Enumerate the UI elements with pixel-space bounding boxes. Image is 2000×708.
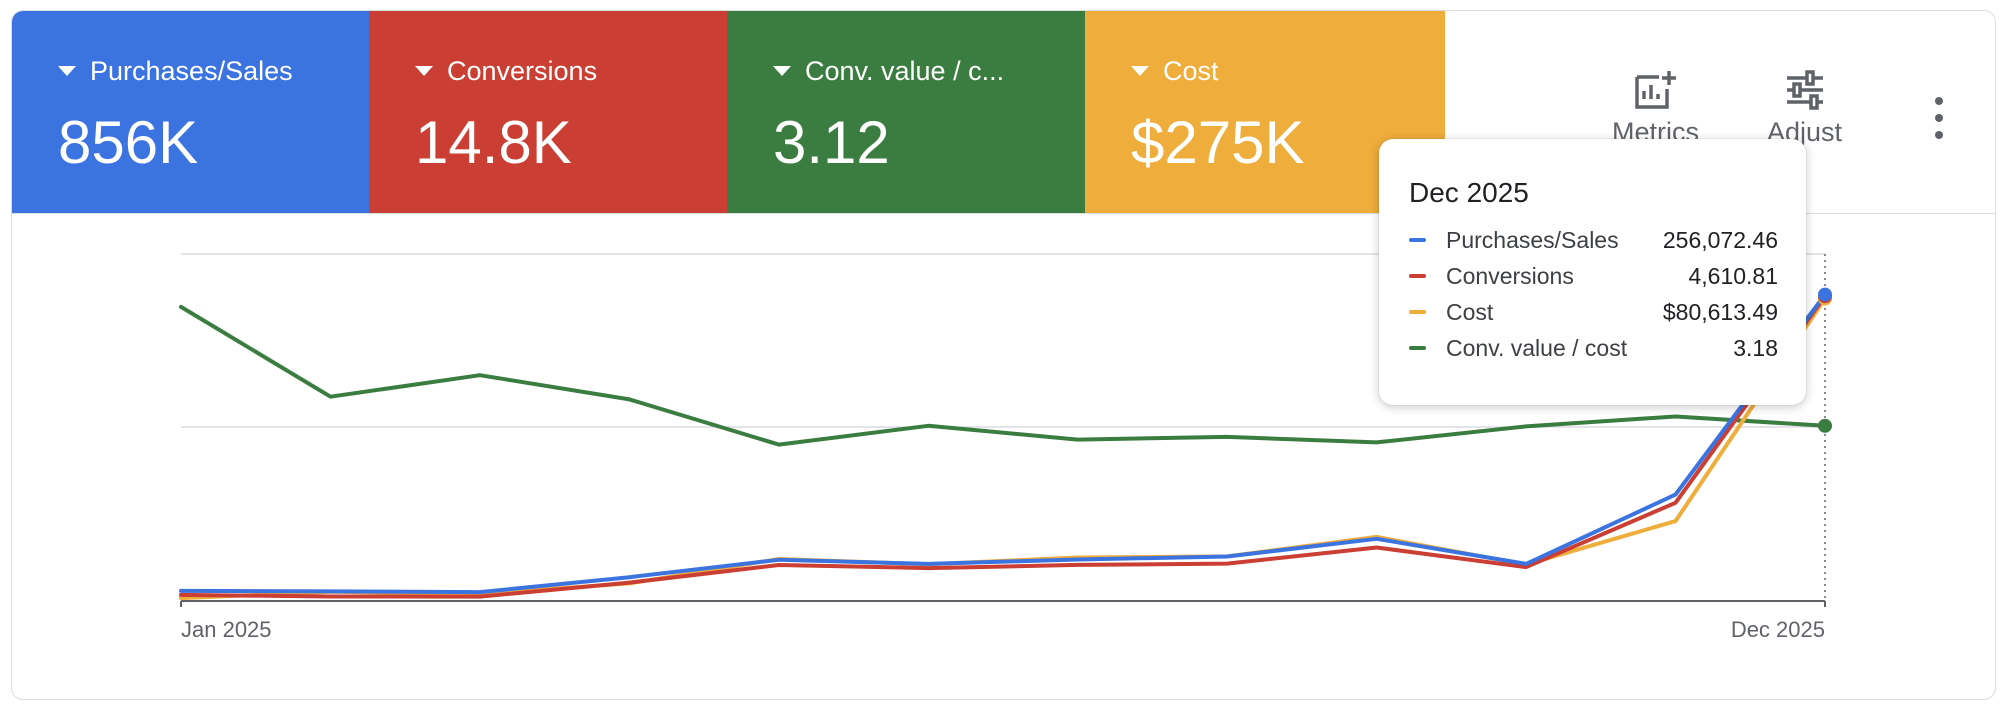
legend-swatch — [1409, 346, 1426, 350]
performance-card: Purchases/Sales 856K Conversions 14.8K C… — [11, 10, 1996, 700]
scorecard-cost-dropdown[interactable]: Cost — [1131, 51, 1219, 91]
legend-swatch — [1409, 274, 1426, 278]
tooltip-row: Cost $80,613.49 — [1409, 295, 1778, 329]
scorecard-label: Cost — [1163, 55, 1219, 86]
scorecard-conversions-dropdown[interactable]: Conversions — [415, 51, 597, 91]
scorecard-label: Conv. value / c... — [805, 55, 1005, 86]
tooltip-row-value: 3.18 — [1733, 334, 1778, 361]
caret-down-icon — [1131, 66, 1149, 76]
x-tick-label: Jan 2025 — [181, 617, 272, 642]
tooltip-row-name: Conv. value / cost — [1446, 334, 1628, 361]
caret-down-icon — [415, 66, 433, 76]
scorecard-value: 3.12 — [773, 109, 890, 176]
x-tick-label: Dec 2025 — [1731, 617, 1825, 642]
scorecard-conv-value-cost-dropdown[interactable]: Conv. value / c... — [773, 51, 1004, 91]
hover-point-marker — [1818, 287, 1832, 302]
tooltip-row: Conversions 4,610.81 — [1409, 259, 1778, 293]
legend-swatch — [1409, 310, 1426, 314]
scorecard-value: 856K — [58, 109, 199, 176]
scorecard-purchases-dropdown[interactable]: Purchases/Sales — [58, 51, 293, 91]
scorecard-conv-value-cost[interactable]: Conv. value / c... 3.12 — [727, 11, 1085, 213]
hover-point-marker — [1818, 418, 1832, 433]
series-line-conv-value-cost — [179, 304, 1827, 447]
tooltip-row-value: 4,610.81 — [1688, 262, 1778, 289]
tooltip-row-name: Cost — [1446, 298, 1494, 325]
scorecard-purchases[interactable]: Purchases/Sales 856K — [12, 11, 369, 213]
performance-chart: Jan 2025 Dec 2025 — [179, 253, 1832, 642]
tooltip-row-name: Conversions — [1446, 262, 1574, 289]
series-line-purchases-sales — [179, 292, 1827, 595]
tune-icon — [1786, 70, 1823, 110]
scorecard-value: 14.8K — [415, 109, 572, 176]
scorecard-label: Conversions — [447, 55, 598, 86]
scorecard-value: $275K — [1131, 109, 1305, 176]
tooltip-row-name: Purchases/Sales — [1446, 226, 1619, 253]
caret-down-icon — [773, 66, 791, 76]
tooltip-row: Purchases/Sales 256,072.46 — [1409, 223, 1778, 257]
series-line-conversions — [179, 294, 1827, 599]
tooltip-row: Conv. value / cost 3.18 — [1409, 331, 1778, 365]
tooltip-row-value: $80,613.49 — [1662, 298, 1778, 325]
scorecard-label: Purchases/Sales — [90, 55, 293, 86]
tooltip-title: Dec 2025 — [1409, 177, 1529, 208]
scorecard-conversions[interactable]: Conversions 14.8K — [369, 11, 727, 213]
legend-swatch — [1409, 238, 1426, 242]
header-divider — [12, 213, 1995, 214]
more-vert-icon[interactable] — [1918, 91, 1958, 145]
chart-tooltip: Dec 2025 Purchases/Sales 256,072.46 Conv… — [1379, 139, 1806, 405]
tooltip-row-value: 256,072.46 — [1662, 226, 1778, 253]
caret-down-icon — [58, 66, 76, 76]
add-chart-icon — [1634, 71, 1676, 109]
